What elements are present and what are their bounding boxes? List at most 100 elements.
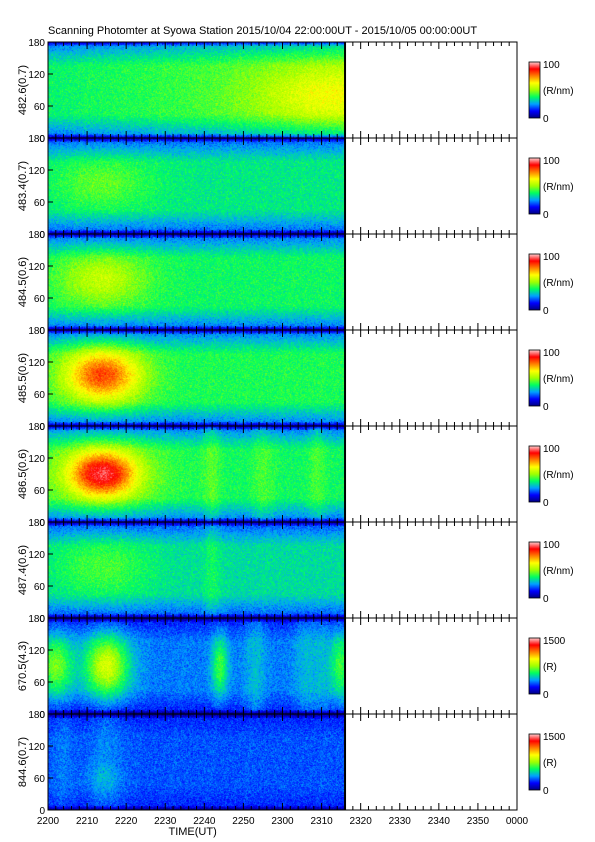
- colorbar-max-label-6: 1500: [543, 636, 566, 647]
- heatmap-image-6: [48, 618, 345, 714]
- colorbar-unit-label-7: (R): [543, 758, 557, 769]
- y-tick-label-3-1: 60: [34, 390, 46, 401]
- colorbar-unit-label-5: (R/nm): [543, 566, 574, 577]
- panels: 0 60 120 180 482.6(0.7) 100 (R/nm) 0 0 60 120 180 48…: [17, 38, 574, 817]
- x-axis-label: TIME(UT): [168, 826, 216, 838]
- panel-6: 0 60 120 180 670.5(4.3) 1500 (R) 0: [17, 614, 566, 721]
- y-tick-label-1-2: 120: [28, 166, 45, 177]
- colorbar-min-label-3: 0: [543, 402, 549, 413]
- y-axis-label-1: 483.4(0.7): [17, 161, 29, 211]
- x-tick-label-0: 2200: [37, 816, 60, 827]
- x-tick-label-12: 0000: [506, 816, 529, 827]
- x-tick-label-10: 2340: [428, 816, 451, 827]
- colorbar-4: [528, 445, 541, 503]
- y-tick-label-6-0: 0: [39, 710, 45, 721]
- colorbar-max-label-4: 100: [543, 444, 560, 455]
- panel-1: 0 60 120 180 483.4(0.7) 100 (R/nm) 0: [17, 134, 574, 241]
- heatmap-image-3: [48, 330, 345, 426]
- colorbar-5: [528, 541, 541, 599]
- y-tick-label-6-3: 180: [28, 614, 45, 625]
- y-tick-label-4-2: 120: [28, 454, 45, 465]
- y-tick-label-7-0: 0: [39, 806, 45, 817]
- colorbar-unit-label-3: (R/nm): [543, 374, 574, 385]
- colorbar-max-label-1: 100: [543, 156, 560, 167]
- x-tick-label-1: 2210: [76, 816, 99, 827]
- y-tick-label-0-1: 60: [34, 102, 46, 113]
- x-tick-label-4: 2240: [193, 816, 216, 827]
- x-tick-label-3: 2230: [154, 816, 177, 827]
- heatmap-image-5: [48, 522, 345, 618]
- y-tick-label-0-2: 120: [28, 70, 45, 81]
- panel-7: 0 60 120 180 844.6(0.7) 1500 (R) 0: [17, 710, 566, 817]
- heatmap-image-4: [48, 426, 345, 522]
- y-tick-label-5-2: 120: [28, 550, 45, 561]
- heatmap-image-2: [48, 234, 345, 330]
- y-axis-label-0: 482.6(0.7): [17, 65, 29, 115]
- y-tick-label-4-3: 180: [28, 422, 45, 433]
- y-tick-label-5-0: 0: [39, 614, 45, 625]
- y-axis-label-5: 487.4(0.6): [17, 545, 29, 595]
- colorbar-unit-label-0: (R/nm): [543, 86, 574, 97]
- heatmap-image-0: [48, 42, 345, 138]
- panel-5: 0 60 120 180 487.4(0.6) 100 (R/nm) 0: [17, 518, 574, 625]
- colorbar-max-label-2: 100: [543, 252, 560, 263]
- y-tick-label-5-3: 180: [28, 518, 45, 529]
- panel-3: 0 60 120 180 485.5(0.6) 100 (R/nm) 0: [17, 326, 574, 433]
- y-axis-label-4: 486.5(0.6): [17, 449, 29, 499]
- y-tick-label-3-0: 0: [39, 422, 45, 433]
- y-tick-label-2-1: 60: [34, 294, 46, 305]
- y-tick-label-0-3: 180: [28, 38, 45, 49]
- colorbar-max-label-0: 100: [543, 60, 560, 71]
- panel-0: 0 60 120 180 482.6(0.7) 100 (R/nm) 0: [17, 38, 574, 145]
- colorbar-min-label-5: 0: [543, 594, 549, 605]
- heatmap-image-1: [48, 138, 345, 234]
- colorbar-6: [528, 637, 541, 695]
- x-tick-label-8: 2320: [350, 816, 373, 827]
- colorbar-min-label-7: 0: [543, 786, 549, 797]
- y-tick-label-1-3: 180: [28, 134, 45, 145]
- colorbar-min-label-0: 0: [543, 114, 549, 125]
- colorbar-2: [528, 253, 541, 311]
- colorbar-min-label-1: 0: [543, 210, 549, 221]
- y-tick-label-7-1: 60: [34, 774, 46, 785]
- y-tick-label-3-2: 120: [28, 358, 45, 369]
- colorbar-min-label-4: 0: [543, 498, 549, 509]
- y-tick-label-6-2: 120: [28, 646, 45, 657]
- colorbar-1: [528, 157, 541, 215]
- colorbar-3: [528, 349, 541, 407]
- x-tick-label-2: 2220: [115, 816, 138, 827]
- colorbar-min-label-6: 0: [543, 690, 549, 701]
- y-tick-label-3-3: 180: [28, 326, 45, 337]
- colorbar-unit-label-6: (R): [543, 662, 557, 673]
- colorbar-unit-label-4: (R/nm): [543, 470, 574, 481]
- y-tick-label-7-3: 180: [28, 710, 45, 721]
- y-tick-label-6-1: 60: [34, 678, 46, 689]
- y-tick-label-2-3: 180: [28, 230, 45, 241]
- y-tick-label-7-2: 120: [28, 742, 45, 753]
- colorbar-max-label-5: 100: [543, 540, 560, 551]
- y-tick-label-5-1: 60: [34, 582, 46, 593]
- colorbar-7: [528, 733, 541, 791]
- colorbar-unit-label-2: (R/nm): [543, 278, 574, 289]
- x-tick-label-9: 2330: [389, 816, 412, 827]
- y-tick-label-2-2: 120: [28, 262, 45, 273]
- y-tick-label-4-0: 0: [39, 518, 45, 529]
- heatmap-image-7: [48, 714, 345, 810]
- x-tick-label-5: 2250: [232, 816, 255, 827]
- colorbar-0: [528, 61, 541, 119]
- panel-4: 0 60 120 180 486.5(0.6) 100 (R/nm) 0: [17, 422, 574, 529]
- y-tick-label-1-1: 60: [34, 198, 46, 209]
- colorbar-max-label-7: 1500: [543, 732, 566, 743]
- y-tick-label-4-1: 60: [34, 486, 46, 497]
- colorbar-unit-label-1: (R/nm): [543, 182, 574, 193]
- x-tick-label-11: 2350: [467, 816, 490, 827]
- x-tick-label-7: 2310: [310, 816, 333, 827]
- y-tick-label-1-0: 0: [39, 230, 45, 241]
- x-axis: 2200 2210 2220 2230 2240 2250 2300 2310 2320 2330…: [37, 816, 529, 838]
- y-axis-label-3: 485.5(0.6): [17, 353, 29, 403]
- x-tick-label-6: 2300: [271, 816, 294, 827]
- y-axis-label-6: 670.5(4.3): [17, 641, 29, 691]
- y-tick-label-2-0: 0: [39, 326, 45, 337]
- colorbar-max-label-3: 100: [543, 348, 560, 359]
- y-axis-label-7: 844.6(0.7): [17, 737, 29, 787]
